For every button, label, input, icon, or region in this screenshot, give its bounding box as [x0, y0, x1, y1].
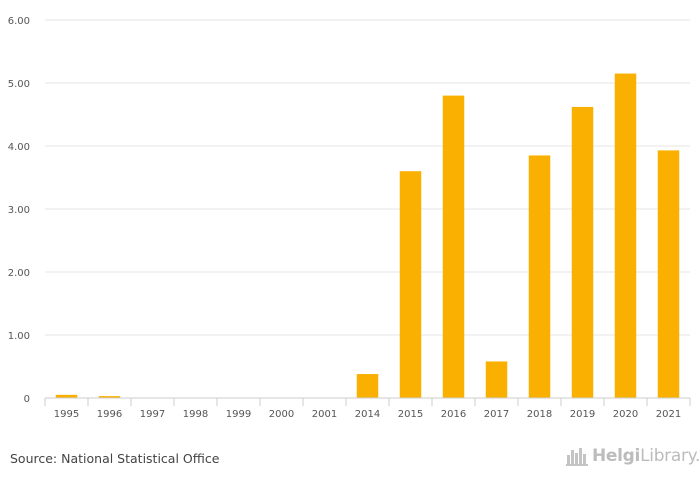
x-tick-label: 2017 [484, 409, 509, 420]
bar-chart: 01.002.003.004.005.006.00 1995 1996 1997 19… [8, 16, 691, 420]
bar [485, 361, 508, 398]
y-tick-label: 5.00 [8, 79, 30, 90]
x-tick-label: 2018 [527, 409, 552, 420]
bar [98, 396, 121, 398]
city-skyline-icon [566, 448, 588, 466]
x-tick-label: 2015 [398, 409, 423, 420]
bar [528, 155, 551, 398]
x-tick-label: 1998 [183, 409, 208, 420]
x-tick-label: 2021 [656, 409, 681, 420]
bar [442, 95, 465, 398]
y-tick-label: 0 [24, 394, 30, 405]
y-tick-label: 1.00 [8, 331, 30, 342]
bars [55, 73, 680, 399]
source-note: Source: National Statistical Office [10, 451, 220, 466]
x-tick-label: 2019 [570, 409, 595, 420]
helgi-library-logo: HelgiLibrary. [566, 446, 700, 466]
y-tick-label: 6.00 [8, 16, 30, 27]
y-tick-label: 4.00 [8, 142, 30, 153]
bar [657, 150, 680, 398]
x-tick-label: 2001 [312, 409, 337, 420]
x-tick-label: 2020 [613, 409, 638, 420]
logo-text: HelgiLibrary. [592, 446, 700, 466]
x-tick-label: 1996 [97, 409, 122, 420]
x-tick-label: 2016 [441, 409, 466, 420]
bar [356, 374, 379, 398]
bar [55, 394, 78, 398]
x-tick-label: 2000 [269, 409, 294, 420]
x-axis: 1995 1996 1997 1998 1999 2000 2001 2014 2015 2016… [44, 397, 691, 420]
y-axis-ticks: 0 1.00 2.00 3.00 4.00 5.00 6.00 [8, 16, 30, 405]
y-tick-label: 2.00 [8, 268, 30, 279]
x-tick-label: 1999 [226, 409, 251, 420]
bar [399, 171, 422, 398]
x-tick-label: 2014 [355, 409, 380, 420]
y-tick-label: 3.00 [8, 205, 30, 216]
bar [571, 106, 594, 398]
x-tick-label: 1995 [54, 409, 79, 420]
bar [614, 73, 637, 399]
x-tick-label: 1997 [140, 409, 165, 420]
